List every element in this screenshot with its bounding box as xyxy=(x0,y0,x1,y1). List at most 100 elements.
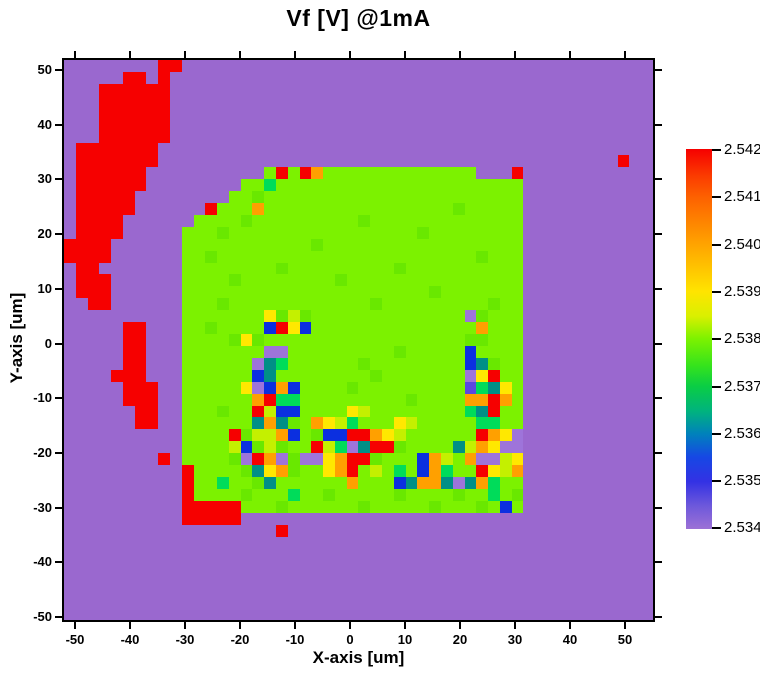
heatmap-cell xyxy=(146,441,159,454)
heatmap-cell xyxy=(546,310,559,323)
heatmap-cell xyxy=(228,71,241,84)
heatmap-cell xyxy=(299,381,312,394)
heatmap-cell xyxy=(464,596,477,609)
heatmap-cell xyxy=(429,357,441,370)
heatmap-cell xyxy=(87,334,100,346)
heatmap-cell xyxy=(193,345,206,358)
heatmap-cell xyxy=(464,298,477,311)
heatmap-cell xyxy=(99,536,112,549)
heatmap-cell xyxy=(311,286,324,299)
x-tick xyxy=(349,622,351,629)
heatmap-cell xyxy=(64,405,76,418)
heatmap-cell xyxy=(464,60,477,72)
heatmap-cell xyxy=(146,60,159,72)
heatmap-cell xyxy=(476,524,489,537)
heatmap-cell xyxy=(264,286,277,299)
heatmap-cell xyxy=(429,524,441,537)
heatmap-cell xyxy=(546,596,559,609)
heatmap-cell xyxy=(429,453,441,466)
heatmap-cell xyxy=(582,60,595,72)
heatmap-cell xyxy=(358,405,371,418)
heatmap-cell xyxy=(629,238,642,251)
heatmap-cell xyxy=(429,322,441,335)
heatmap-cell xyxy=(334,191,347,203)
heatmap-cell xyxy=(193,453,206,466)
heatmap-cell xyxy=(170,155,182,168)
heatmap-cell xyxy=(358,548,371,561)
heatmap-cell xyxy=(499,512,512,525)
heatmap-cell xyxy=(252,393,265,406)
heatmap-cell xyxy=(64,608,76,620)
heatmap-cell xyxy=(240,524,253,537)
heatmap-cell xyxy=(535,119,547,132)
heatmap-cell xyxy=(358,95,371,108)
heatmap-cell xyxy=(99,191,112,203)
heatmap-cell xyxy=(217,417,229,430)
heatmap-cell xyxy=(287,322,300,335)
heatmap-cell xyxy=(287,179,300,192)
heatmap-cell xyxy=(170,512,182,525)
heatmap-cell xyxy=(605,238,618,251)
heatmap-cell xyxy=(558,119,571,132)
heatmap-cell xyxy=(217,95,229,108)
heatmap-cell xyxy=(134,512,147,525)
heatmap-cell xyxy=(99,286,112,299)
heatmap-cell xyxy=(405,417,418,430)
heatmap-cell xyxy=(464,155,477,168)
heatmap-cell xyxy=(535,191,547,203)
heatmap-cell xyxy=(99,95,112,108)
heatmap-cell xyxy=(617,345,630,358)
heatmap-cell xyxy=(122,477,135,489)
heatmap-cell xyxy=(464,167,477,180)
heatmap-cell xyxy=(311,405,324,418)
heatmap-cell xyxy=(440,417,453,430)
heatmap-cell xyxy=(311,71,324,84)
heatmap-cell xyxy=(205,262,218,275)
heatmap-cell xyxy=(476,345,489,358)
heatmap-cell xyxy=(146,572,159,585)
heatmap-cell xyxy=(193,202,206,215)
heatmap-cell xyxy=(287,202,300,215)
y-tick xyxy=(655,287,662,290)
heatmap-cell xyxy=(370,512,383,525)
heatmap-cell xyxy=(382,429,394,442)
heatmap-cell xyxy=(311,310,324,323)
heatmap-cell xyxy=(217,250,229,263)
heatmap-cell xyxy=(476,250,489,263)
heatmap-cell xyxy=(499,500,512,513)
heatmap-cell xyxy=(346,119,359,132)
heatmap-cell xyxy=(87,381,100,394)
heatmap-cell xyxy=(511,524,524,537)
heatmap-cell xyxy=(276,548,288,561)
heatmap-cell xyxy=(641,202,653,215)
heatmap-cell xyxy=(535,500,547,513)
heatmap-cell xyxy=(323,393,335,406)
heatmap-cell xyxy=(570,60,583,72)
heatmap-cell xyxy=(205,524,218,537)
heatmap-cell xyxy=(405,119,418,132)
colorbar-tick-label: 2.536 xyxy=(724,424,760,442)
heatmap-cell xyxy=(358,119,371,132)
heatmap-cell xyxy=(122,393,135,406)
heatmap-cell xyxy=(382,298,394,311)
heatmap-cell xyxy=(287,71,300,84)
heatmap-cell xyxy=(594,286,606,299)
heatmap-cell xyxy=(523,477,536,489)
heatmap-cell xyxy=(122,286,135,299)
heatmap-cell xyxy=(134,131,147,144)
heatmap-cell xyxy=(158,596,171,609)
heatmap-cell xyxy=(641,441,653,454)
heatmap-cell xyxy=(146,536,159,549)
heatmap-cell xyxy=(181,274,194,287)
heatmap-cell xyxy=(641,584,653,597)
heatmap-cell xyxy=(170,548,182,561)
heatmap-cell xyxy=(629,191,642,203)
heatmap-cell xyxy=(594,345,606,358)
heatmap-cell xyxy=(193,226,206,239)
heatmap-cell xyxy=(87,202,100,215)
heatmap-cell xyxy=(488,357,500,370)
heatmap-cell xyxy=(181,429,194,442)
heatmap-cell xyxy=(629,465,642,478)
heatmap-cell xyxy=(370,143,383,156)
heatmap-cell xyxy=(217,238,229,251)
